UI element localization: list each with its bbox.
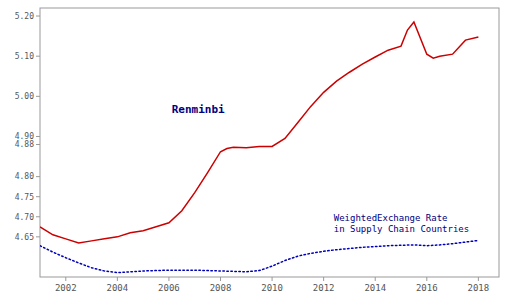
x-tick bbox=[117, 277, 118, 281]
y-tick-label: 4.75 bbox=[15, 193, 34, 202]
plot-frame bbox=[40, 8, 499, 277]
chart: 2002 2004 2006 2008 2010 2012 2014 2016 2018 4.65… bbox=[0, 0, 509, 299]
annotations: Renminbi WeightedExchange Ratein Supply C… bbox=[172, 103, 469, 234]
x-tick bbox=[426, 277, 427, 281]
x-tick-label: 2008 bbox=[210, 283, 232, 293]
series-line bbox=[40, 22, 478, 243]
x-tick bbox=[478, 277, 479, 281]
y-tick-label: 4.90 bbox=[15, 132, 34, 141]
y-tick-label: 5.10 bbox=[15, 52, 34, 61]
y-tick bbox=[36, 16, 40, 17]
annotation: in Supply Chain Countries bbox=[334, 224, 469, 234]
x-tick bbox=[272, 277, 273, 281]
y-tick-label: 4.70 bbox=[15, 213, 34, 222]
x-tick bbox=[168, 277, 169, 281]
y-tick-label: 5.00 bbox=[15, 92, 34, 101]
y-tick bbox=[36, 196, 40, 197]
y-tick bbox=[36, 144, 40, 145]
y-tick bbox=[36, 236, 40, 237]
x-tick-label: 2016 bbox=[416, 283, 438, 293]
x-tick-label: 2018 bbox=[468, 283, 490, 293]
y-tick bbox=[36, 136, 40, 137]
x-tick-label: 2012 bbox=[313, 283, 335, 293]
x-tick-label: 2004 bbox=[107, 283, 129, 293]
series-line bbox=[40, 240, 478, 272]
y-tick bbox=[36, 56, 40, 57]
x-tick bbox=[323, 277, 324, 281]
x-tick-label: 2006 bbox=[158, 283, 180, 293]
annotation: Renminbi bbox=[172, 103, 225, 116]
y-tick-label: 4.80 bbox=[15, 172, 34, 181]
annotation: WeightedExchange Rate bbox=[334, 213, 448, 223]
x-tick-label: 2010 bbox=[261, 283, 283, 293]
x-tick-label: 2002 bbox=[55, 283, 77, 293]
x-axis: 2002 2004 2006 2008 2010 2012 2014 2016 2018 bbox=[55, 277, 489, 293]
x-tick bbox=[65, 277, 66, 281]
y-tick-label: 4.65 bbox=[15, 233, 34, 242]
y-tick bbox=[36, 96, 40, 97]
y-axis: 4.65 4.70 4.75 4.80 4.884.90 5.00 5.10 5.20 bbox=[15, 12, 40, 242]
x-tick-label: 2014 bbox=[364, 283, 386, 293]
y-tick-label: 4.88 bbox=[15, 140, 34, 149]
y-tick-label: 5.20 bbox=[15, 12, 34, 21]
y-tick bbox=[36, 176, 40, 177]
y-tick bbox=[36, 216, 40, 217]
x-tick bbox=[220, 277, 221, 281]
x-tick bbox=[375, 277, 376, 281]
lines bbox=[40, 22, 478, 273]
